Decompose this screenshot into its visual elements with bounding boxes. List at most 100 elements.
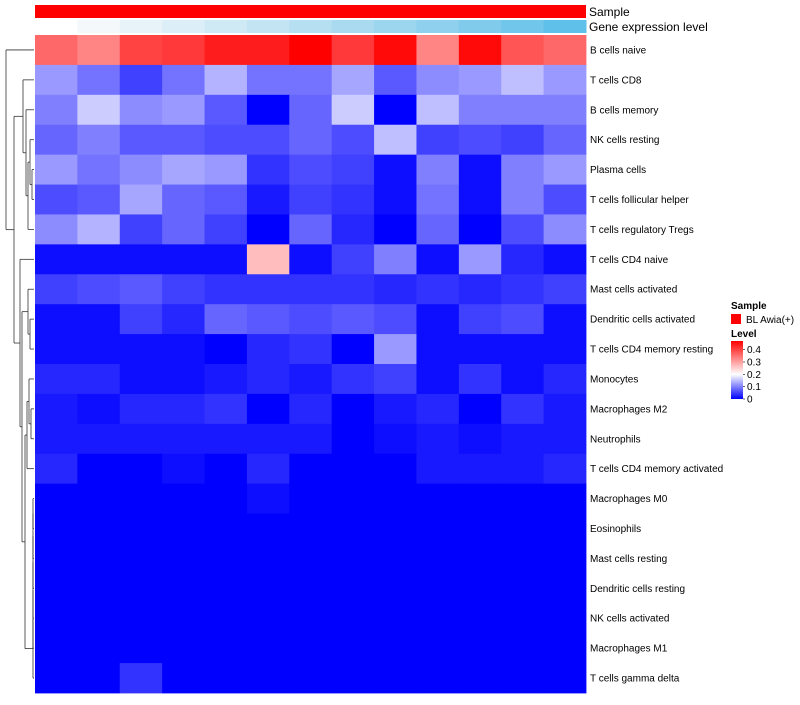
gene-expression-cell — [543, 20, 587, 33]
row-label: B cells naive — [590, 45, 647, 56]
heatmap-cell — [374, 603, 417, 634]
heatmap-cell — [289, 513, 333, 544]
heatmap-cell — [331, 513, 375, 544]
heatmap-cell — [204, 124, 248, 156]
heatmap-cell — [331, 423, 375, 455]
heatmap-cell — [458, 244, 502, 275]
heatmap-cell — [501, 214, 545, 245]
heatmap-cell — [35, 603, 78, 634]
heatmap-cell — [119, 35, 163, 66]
heatmap-cell — [35, 423, 78, 455]
heatmap-cell — [119, 364, 163, 395]
heatmap-cell — [246, 513, 290, 544]
heatmap-cell — [458, 663, 502, 694]
heatmap-cell — [458, 124, 502, 156]
heatmap-cell — [204, 513, 248, 544]
heatmap-cell — [289, 393, 333, 425]
level-tick-label: 0.2 — [747, 370, 761, 381]
heatmap-cell — [543, 364, 587, 395]
heatmap-cell — [501, 94, 545, 126]
heatmap-cell — [246, 184, 290, 215]
heatmap-cell — [246, 334, 290, 365]
heatmap-cell — [246, 94, 290, 126]
heatmap-cell — [416, 154, 460, 185]
heatmap-cell — [246, 304, 290, 335]
row-label: Macrophages M2 — [590, 404, 668, 415]
heatmap-cell — [416, 94, 460, 126]
heatmap-cell — [501, 154, 545, 185]
row-label: T cells CD4 memory resting — [590, 345, 713, 356]
heatmap-cell — [246, 35, 290, 66]
level-legend-title: Level — [731, 329, 757, 340]
heatmap-cell — [119, 244, 163, 275]
heatmap-cell — [35, 334, 78, 365]
gene-expression-annotation-bar — [35, 20, 587, 33]
heatmap-cell — [246, 573, 290, 604]
heatmap-cell — [162, 214, 205, 245]
heatmap-cell — [331, 274, 375, 305]
heatmap-cell — [289, 274, 333, 305]
heatmap-cell — [204, 633, 248, 664]
level-tick-label: 0.1 — [747, 382, 761, 393]
heatmap-cell — [162, 543, 205, 574]
heatmap-cell — [162, 64, 205, 96]
heatmap-cell — [162, 423, 205, 455]
heatmap-cell — [458, 453, 502, 485]
heatmap-cell — [204, 543, 248, 574]
heatmap-cell — [416, 423, 460, 455]
row-label: Mast cells resting — [590, 554, 667, 565]
heatmap-cell — [374, 94, 417, 126]
gene-expression-cell — [77, 20, 121, 33]
heatmap-cell — [289, 154, 333, 185]
heatmap-cell — [458, 364, 502, 395]
heatmap-cell — [246, 633, 290, 664]
heatmap-cell — [374, 274, 417, 305]
heatmap-cell — [501, 64, 545, 96]
heatmap-cell — [246, 663, 290, 694]
row-label: T cells CD4 memory activated — [590, 464, 723, 475]
heatmap-cell — [331, 603, 375, 634]
heatmap-cell — [162, 94, 205, 126]
heatmap-cell — [501, 573, 545, 604]
heatmap-cell — [77, 304, 121, 335]
heatmap-cell — [543, 274, 587, 305]
heatmap-cell — [77, 124, 121, 156]
gene-expression-cell — [204, 20, 248, 33]
heatmap-cell — [77, 64, 121, 96]
heatmap-cell — [331, 35, 375, 66]
row-label: T cells follicular helper — [590, 195, 689, 206]
heatmap-cell — [543, 35, 587, 66]
heatmap-cell — [246, 64, 290, 96]
heatmap-cell — [416, 543, 460, 574]
heatmap-cell — [162, 483, 205, 514]
heatmap-cell — [204, 35, 248, 66]
level-tick-label: 0.4 — [747, 345, 761, 356]
heatmap-cell — [416, 663, 460, 694]
heatmap-cell — [162, 274, 205, 305]
gene-expression-cell — [416, 20, 460, 33]
gene-expression-cell — [289, 20, 333, 33]
row-label: Neutrophils — [590, 434, 641, 445]
sample-annotation-label: Sample — [589, 5, 630, 19]
heatmap-cell — [119, 274, 163, 305]
heatmap-cell — [77, 423, 121, 455]
heatmap-cell — [289, 214, 333, 245]
heatmap-cell — [204, 214, 248, 245]
heatmap-cell — [246, 214, 290, 245]
heatmap-cell — [162, 663, 205, 694]
heatmap-cell — [119, 423, 163, 455]
heatmap-cell — [543, 214, 587, 245]
heatmap-cell — [77, 573, 121, 604]
heatmap-cell — [374, 453, 417, 485]
row-label: Macrophages M0 — [590, 494, 668, 505]
heatmap-cell — [501, 513, 545, 544]
heatmap-cell — [77, 483, 121, 514]
heatmap-cell — [204, 64, 248, 96]
heatmap-cell — [543, 483, 587, 514]
heatmap-cell — [35, 274, 78, 305]
heatmap-cell — [119, 483, 163, 514]
heatmap-cell — [35, 633, 78, 664]
heatmap-cell — [246, 603, 290, 634]
heatmap-cell — [119, 154, 163, 185]
